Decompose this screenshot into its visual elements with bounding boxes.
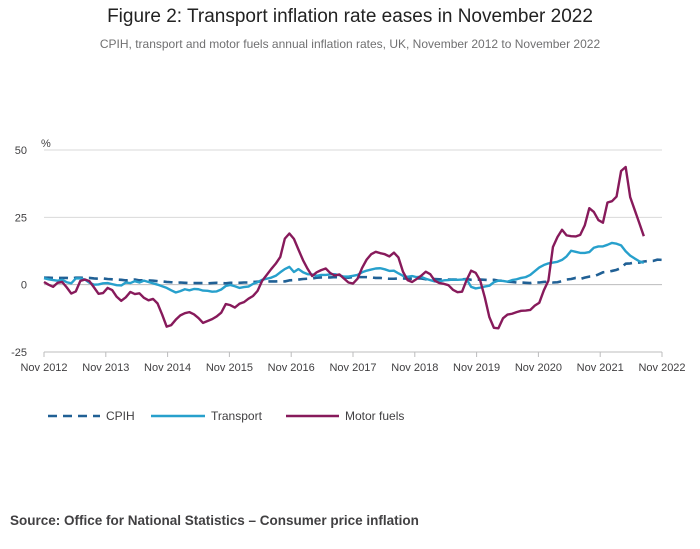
- x-tick-label: Nov 2020: [515, 362, 562, 374]
- chart-title: Figure 2: Transport inflation rate eases…: [107, 6, 593, 27]
- x-tick-label: Nov 2015: [206, 362, 253, 374]
- series-line-transport: [43, 241, 645, 294]
- y-axis-unit-label: %: [41, 138, 51, 150]
- x-tick-label: Nov 2019: [453, 362, 500, 374]
- x-tick-label: Nov 2014: [144, 362, 191, 374]
- x-tick-label: Nov 2022: [638, 362, 685, 374]
- legend-label: CPIH: [106, 409, 135, 423]
- y-tick-label: 25: [15, 212, 27, 224]
- x-axis-labels: Nov 2012 Nov 2013 Nov 2014 Nov 2015 Nov 2016…: [20, 362, 685, 374]
- x-tick-label: Nov 2012: [20, 362, 67, 374]
- chart-subtitle: CPIH, transport and motor fuels annual i…: [99, 37, 601, 51]
- y-axis-labels: 50 25 0 -25: [11, 145, 27, 359]
- y-tick-label: 50: [15, 145, 27, 157]
- x-tick-label: Nov 2013: [82, 362, 129, 374]
- legend-label: Transport: [211, 409, 263, 423]
- legend: CPIH Transport Motor fuels: [48, 409, 404, 423]
- y-tick-label: -25: [11, 347, 27, 359]
- y-tick-label: 0: [21, 280, 27, 292]
- series-lines: [43, 165, 663, 330]
- x-tick-label: Nov 2018: [391, 362, 438, 374]
- x-axis: [43, 351, 663, 357]
- source-note: Source: Office for National Statistics –…: [10, 513, 419, 528]
- series-line-cpih: [44, 258, 663, 285]
- x-tick-label: Nov 2021: [577, 362, 624, 374]
- legend-label: Motor fuels: [345, 409, 404, 423]
- x-tick-label: Nov 2016: [268, 362, 315, 374]
- gridlines: [44, 149, 662, 353]
- series-line-motor-fuels: [43, 165, 645, 330]
- x-tick-label: Nov 2017: [329, 362, 376, 374]
